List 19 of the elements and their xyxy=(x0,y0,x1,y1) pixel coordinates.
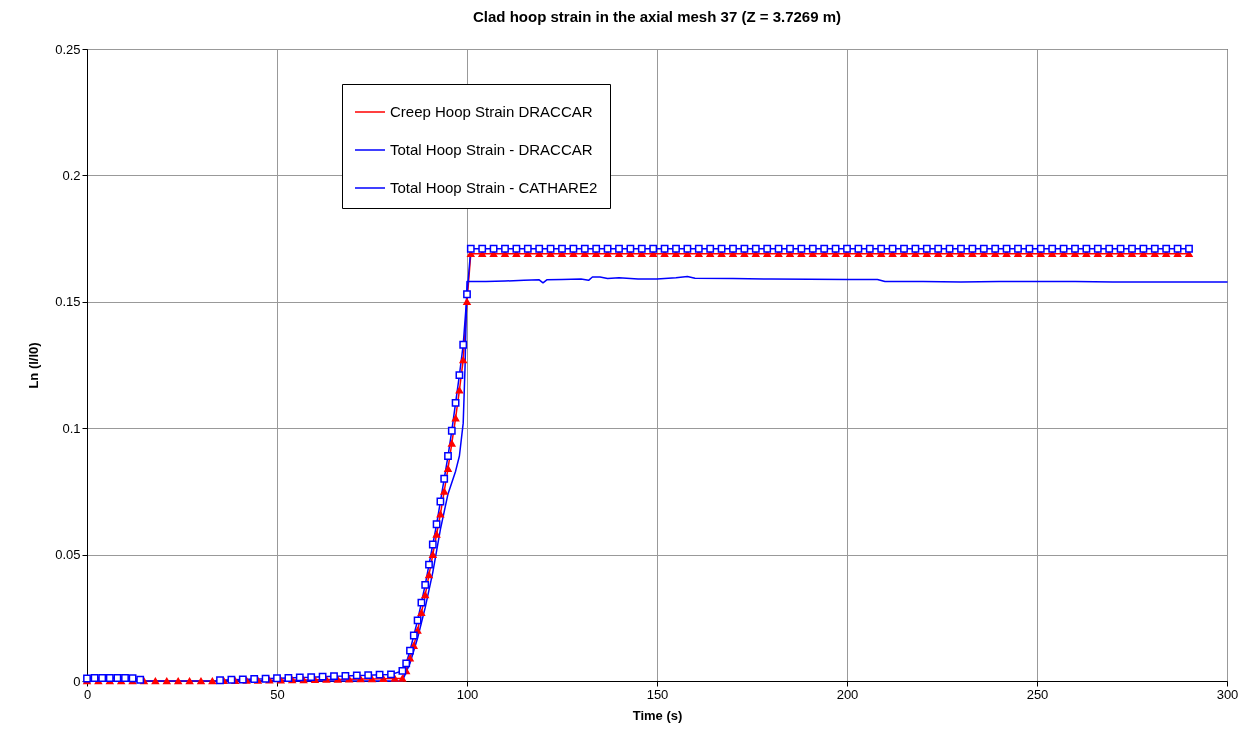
y-tick-label: 0.05 xyxy=(55,547,81,563)
x-tick-label: 50 xyxy=(270,686,285,702)
y-tick-label: 0.25 xyxy=(55,41,81,57)
y-tick-label: 0.1 xyxy=(62,420,81,436)
x-tick-label: 100 xyxy=(456,686,479,702)
x-tick-label: 250 xyxy=(1026,686,1049,702)
legend-label: Total Hoop Strain - CATHARE2 xyxy=(390,179,598,196)
x-tick-label: 0 xyxy=(83,686,92,702)
legend-label: Creep Hoop Strain DRACCAR xyxy=(390,103,593,120)
y-axis-title: Ln (l/l0) xyxy=(26,342,42,389)
x-axis-title: Time (s) xyxy=(632,707,683,723)
x-tick-label: 150 xyxy=(646,686,669,702)
y-tick-label: 0 xyxy=(73,673,81,689)
x-tick-label: 200 xyxy=(836,686,859,702)
legend-label: Total Hoop Strain - DRACCAR xyxy=(390,141,593,158)
y-tick-label: 0.15 xyxy=(55,294,81,310)
x-tick-label: 300 xyxy=(1216,686,1239,702)
y-tick-label: 0.2 xyxy=(62,167,81,183)
chart-title: Clad hoop strain in the axial mesh 37 (Z = 3.7269 m) xyxy=(472,8,842,25)
